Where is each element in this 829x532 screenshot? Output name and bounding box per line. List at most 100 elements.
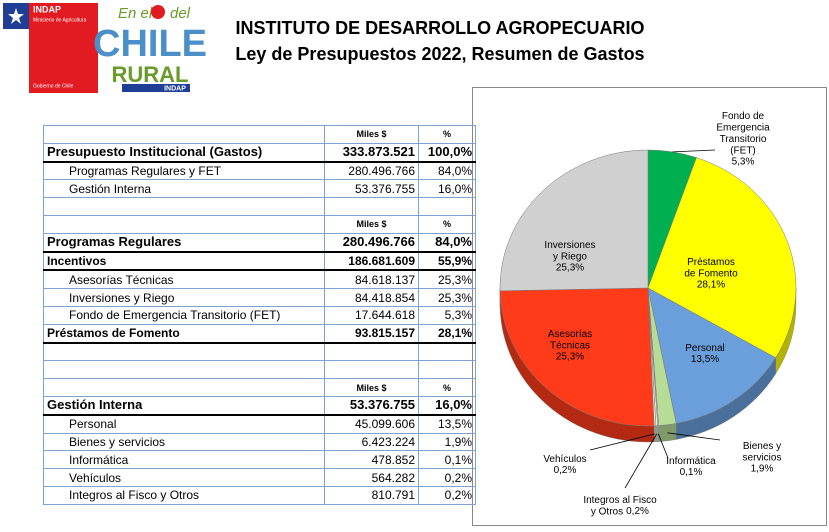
row: Inversiones y Riego 84.418.854 25,3% bbox=[43, 288, 476, 307]
cell: 84.418.854 bbox=[324, 288, 419, 307]
logo-government: Gobierno de Chile bbox=[33, 83, 74, 89]
slice-label: Inversiones y Riego bbox=[544, 240, 595, 263]
cell: Presupuesto Institucional (Gastos) bbox=[43, 142, 325, 163]
cell: 55,9% bbox=[418, 251, 476, 272]
logo-heart bbox=[151, 5, 165, 19]
slice-label: Préstamos de Fomento bbox=[684, 257, 738, 280]
slice-value-label: 0,2% bbox=[554, 465, 577, 476]
cell: Incentivos bbox=[43, 251, 325, 272]
cell: 564.282 bbox=[324, 468, 419, 487]
logo-ministry: Ministerio de Agricultura bbox=[33, 17, 87, 23]
cell bbox=[418, 197, 476, 216]
logo-main: CHILE bbox=[93, 23, 207, 65]
slice-label: Vehículos bbox=[543, 454, 586, 465]
cell: 478.852 bbox=[324, 450, 419, 470]
header-row: Miles $% bbox=[43, 214, 476, 234]
budget-table: Miles $% Presupuesto Institucional (Gasto… bbox=[43, 125, 476, 505]
header-cell: % bbox=[418, 214, 476, 234]
cell: 280.496.766 bbox=[324, 161, 419, 181]
cell: 0,1% bbox=[418, 450, 476, 470]
logo-name: INDAP bbox=[33, 4, 61, 14]
logo-sub: RURAL bbox=[112, 62, 189, 87]
slice-value-label: 25,3% bbox=[556, 263, 584, 274]
cell: Asesorías Técnicas bbox=[43, 269, 325, 290]
cell bbox=[324, 342, 419, 362]
row: Gestión Interna 53.376.755 16,0% bbox=[43, 395, 476, 416]
slice-label: Asesorías Técnicas bbox=[548, 329, 592, 352]
subtitle: Ley de Presupuestos 2022, Resumen de Gas… bbox=[235, 44, 644, 64]
cell: 280.496.766 bbox=[324, 232, 419, 253]
cell: 84.618.137 bbox=[324, 269, 419, 290]
slice-label: Fondo de Emergencia Transitorio (FET) bbox=[716, 111, 770, 157]
row: Vehículos 564.282 0,2% bbox=[43, 468, 476, 487]
cell: 93.815.157 bbox=[324, 323, 419, 344]
slice-value-label: 25,3% bbox=[556, 352, 584, 363]
cell: Integros al Fisco y Otros bbox=[43, 485, 325, 505]
cell: 13,5% bbox=[418, 414, 476, 434]
cell bbox=[418, 360, 476, 380]
cell: 25,3% bbox=[418, 288, 476, 307]
cell: Vehículos bbox=[43, 468, 325, 487]
leader-line bbox=[672, 149, 716, 153]
cell: 6.423.224 bbox=[324, 432, 419, 452]
blank-row bbox=[43, 342, 476, 362]
header-cell: Miles $ bbox=[324, 125, 419, 144]
header-cell: Miles $ bbox=[324, 378, 419, 397]
slice-label: Personal bbox=[685, 343, 724, 354]
cell: 53.376.755 bbox=[324, 179, 419, 199]
header-row: Miles $% bbox=[43, 378, 476, 397]
header-row: Miles $% bbox=[43, 125, 476, 144]
slice-value-label: 1,9% bbox=[751, 464, 774, 475]
cell: 53.376.755 bbox=[324, 395, 419, 416]
slice-label: Bienes y servicios bbox=[743, 441, 782, 464]
cell: Programas Regulares bbox=[43, 232, 325, 253]
row: Incentivos 186.681.609 55,9% bbox=[43, 251, 476, 272]
logo-brand: INDAP bbox=[164, 85, 186, 92]
row: Integros al Fisco y Otros 810.791 0,2% bbox=[43, 485, 476, 505]
cell bbox=[43, 197, 325, 216]
cell: 84,0% bbox=[418, 161, 476, 181]
cell: 333.873.521 bbox=[324, 142, 419, 163]
cell bbox=[43, 378, 325, 397]
cell: 45.099.606 bbox=[324, 414, 419, 434]
cell: Personal bbox=[43, 414, 325, 434]
cell: Fondo de Emergencia Transitorio (FET) bbox=[43, 305, 325, 325]
cell bbox=[324, 360, 419, 380]
cell: 28,1% bbox=[418, 323, 476, 344]
slice bbox=[647, 287, 777, 424]
cell bbox=[324, 197, 419, 216]
row: Presupuesto Institucional (Gastos) 333.87… bbox=[43, 142, 476, 163]
slice-value-label: 5,3% bbox=[732, 157, 755, 168]
cell: Programas Regulares y FET bbox=[43, 161, 325, 181]
logo-bar bbox=[122, 84, 190, 92]
cell bbox=[418, 342, 476, 362]
pie-chart: Fondo de Emergencia Transitorio (FET)5,3% Pr… bbox=[499, 111, 797, 518]
cell: 0,2% bbox=[418, 485, 476, 505]
leader-line bbox=[624, 433, 658, 489]
header-cell: % bbox=[418, 125, 476, 144]
slice-value-label: 0,1% bbox=[680, 467, 703, 478]
cell: 810.791 bbox=[324, 485, 419, 505]
logo-text: En el bbox=[118, 5, 153, 22]
blank-row bbox=[43, 360, 476, 380]
row: Fondo de Emergencia Transitorio (FET) 17.… bbox=[43, 305, 476, 325]
cell: 25,3% bbox=[418, 269, 476, 290]
slice-value-label: 0,2% bbox=[626, 506, 649, 517]
cell: Préstamos de Fomento bbox=[43, 323, 325, 344]
cell: Bienes y servicios bbox=[43, 432, 325, 452]
header-cell: % bbox=[418, 378, 476, 397]
slice bbox=[499, 287, 655, 427]
logo-text: del bbox=[170, 5, 191, 22]
cell: 100,0% bbox=[418, 142, 476, 163]
cell: 16,0% bbox=[418, 395, 476, 416]
slice-value-label: 28,1% bbox=[697, 280, 725, 291]
slice-label: Informática bbox=[666, 456, 716, 467]
slice-label: Integros al Fisco y Otros bbox=[583, 495, 657, 518]
cell bbox=[43, 360, 325, 380]
cell: 84,0% bbox=[418, 232, 476, 253]
cell: Gestión Interna bbox=[43, 179, 325, 199]
row: Personal 45.099.606 13,5% bbox=[43, 414, 476, 434]
cell: 0,2% bbox=[418, 468, 476, 487]
slice bbox=[499, 149, 649, 292]
